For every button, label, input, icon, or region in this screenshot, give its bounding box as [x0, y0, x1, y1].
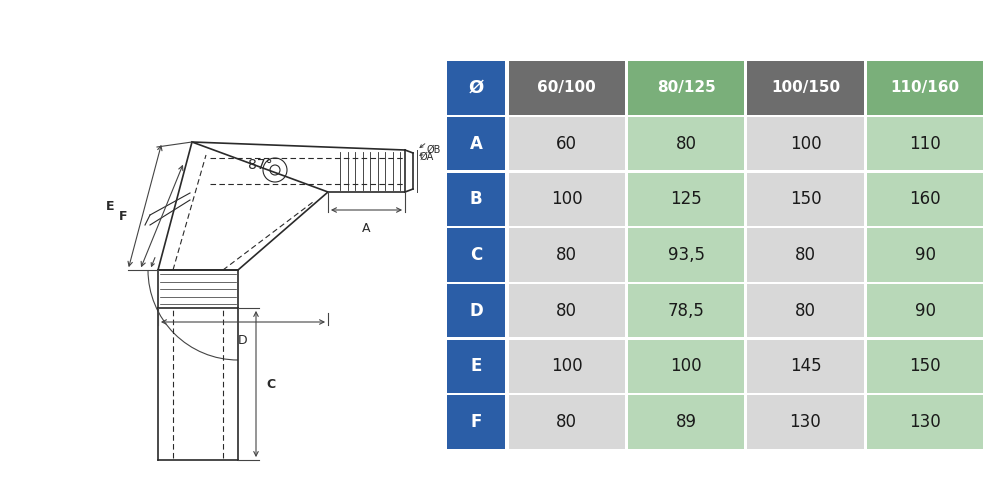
Text: D: D [469, 302, 483, 320]
Text: 110: 110 [909, 134, 941, 152]
Text: C: C [266, 378, 275, 390]
Bar [628, 61, 744, 114]
Text: 150: 150 [790, 190, 821, 208]
Text: Ø: Ø [468, 79, 484, 97]
Bar [447, 396, 505, 449]
Text: ØB: ØB [427, 145, 441, 155]
Text: 130: 130 [790, 413, 821, 431]
Bar [628, 117, 744, 170]
Bar [447, 340, 505, 393]
Text: 150: 150 [909, 358, 941, 376]
Text: 80: 80 [795, 302, 816, 320]
Text: 78,5: 78,5 [668, 302, 705, 320]
Bar [628, 284, 744, 338]
Bar [747, 61, 864, 114]
Text: 93,5: 93,5 [668, 246, 705, 264]
Text: F: F [470, 413, 482, 431]
Text: A: A [362, 222, 371, 235]
Text: 90: 90 [915, 302, 936, 320]
Bar [867, 228, 983, 281]
Text: 89: 89 [676, 413, 697, 431]
Bar [747, 396, 864, 449]
Text: F: F [119, 210, 127, 222]
Bar [628, 228, 744, 281]
Text: E: E [106, 200, 114, 212]
Bar [509, 61, 625, 114]
Bar [867, 340, 983, 393]
Text: 100: 100 [551, 358, 583, 376]
Bar [747, 117, 864, 170]
Bar [447, 61, 505, 114]
Bar [867, 172, 983, 226]
Text: D: D [238, 334, 248, 347]
Bar [628, 396, 744, 449]
Bar [447, 284, 505, 338]
Text: 80: 80 [556, 246, 577, 264]
Bar [509, 117, 625, 170]
Bar [747, 284, 864, 338]
Text: 100: 100 [670, 358, 702, 376]
Bar [509, 340, 625, 393]
Text: 100: 100 [790, 134, 821, 152]
Text: 87°: 87° [248, 158, 273, 172]
Bar [867, 61, 983, 114]
Text: 80: 80 [556, 413, 577, 431]
Text: 100/150: 100/150 [771, 80, 840, 96]
Bar [509, 284, 625, 338]
Text: 110/160: 110/160 [890, 80, 960, 96]
Text: 160: 160 [909, 190, 941, 208]
Text: ØA: ØA [420, 152, 434, 162]
Text: 80: 80 [676, 134, 697, 152]
Text: B: B [470, 190, 482, 208]
Bar [747, 172, 864, 226]
Text: C: C [470, 246, 482, 264]
Bar [867, 117, 983, 170]
Bar [747, 228, 864, 281]
Text: 100: 100 [551, 190, 583, 208]
Bar [628, 340, 744, 393]
Text: 80: 80 [556, 302, 577, 320]
Bar [509, 172, 625, 226]
Text: 60: 60 [556, 134, 577, 152]
Text: 90: 90 [915, 246, 936, 264]
Text: 80: 80 [795, 246, 816, 264]
Bar [747, 340, 864, 393]
Bar [447, 117, 505, 170]
Text: E: E [470, 358, 482, 376]
Bar [447, 172, 505, 226]
Text: 125: 125 [670, 190, 702, 208]
Bar [509, 228, 625, 281]
Text: 130: 130 [909, 413, 941, 431]
Bar [867, 284, 983, 338]
Text: 145: 145 [790, 358, 821, 376]
Bar [447, 228, 505, 281]
Text: 60/100: 60/100 [537, 80, 596, 96]
Text: A: A [470, 134, 482, 152]
Bar [867, 396, 983, 449]
Text: 80/125: 80/125 [657, 80, 715, 96]
Bar [628, 172, 744, 226]
Bar [509, 396, 625, 449]
